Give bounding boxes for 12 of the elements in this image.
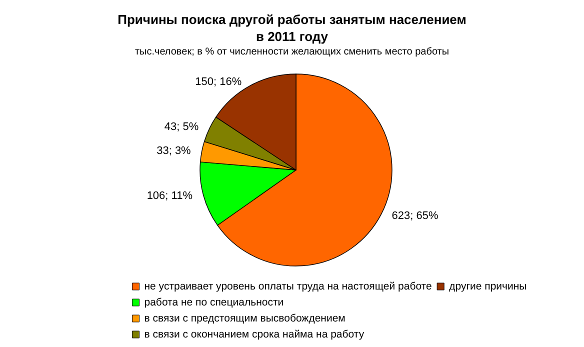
chart-title: Причины поиска другой работы занятым населением в 2011 году	[118, 12, 466, 44]
legend-label: работа не по специальности	[144, 296, 284, 308]
data-label: 33; 3%	[156, 144, 192, 157]
data-label: 150; 16%	[195, 76, 242, 88]
chart-subtitle: тыс.человек; в % от численности желающих сменить место работы	[134, 46, 450, 58]
legend-label: не устраивает уровень оплаты труда на настоящей работе	[144, 280, 432, 292]
legend-label: в связи с предстоящим высвобождением	[144, 312, 346, 324]
data-label: 106; 11%	[146, 190, 193, 202]
legend-label: в связи с окончанием срока найма на работу	[144, 328, 365, 340]
data-label: 623; 65%	[392, 210, 438, 222]
legend-label: другие причины	[449, 280, 527, 292]
data-label: 43; 5%	[164, 121, 199, 134]
